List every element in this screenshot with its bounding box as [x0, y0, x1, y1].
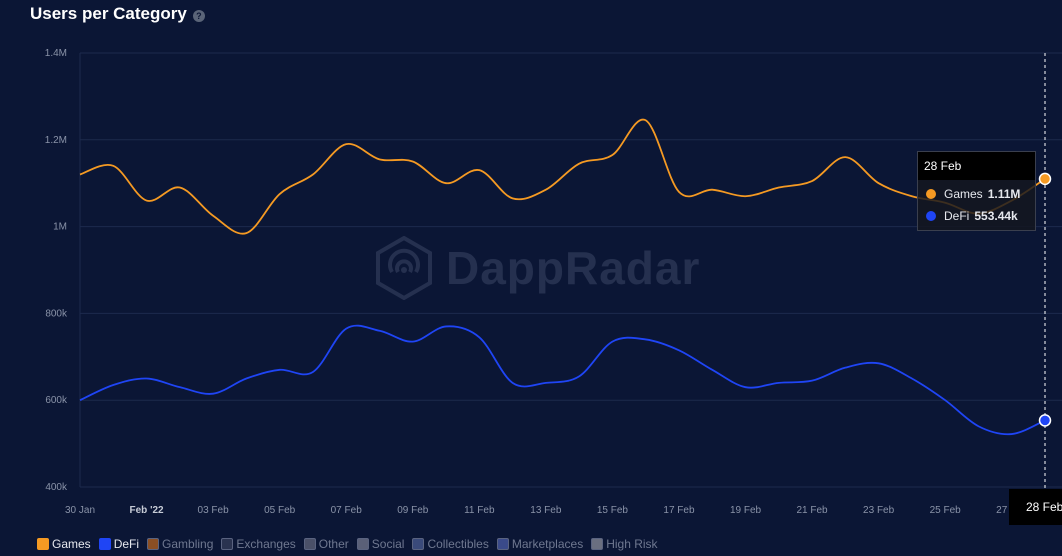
- question-circle-icon[interactable]: ?: [192, 9, 205, 22]
- tooltip-row-defi: DeFi 553.44k: [918, 205, 1035, 227]
- series-line-games: [79, 118, 1046, 235]
- legend-label: High Risk: [606, 537, 658, 551]
- x-tick-label: 13 Feb: [530, 505, 562, 516]
- legend-label: Games: [52, 537, 91, 551]
- legend-item-games[interactable]: Games: [37, 537, 91, 551]
- tooltip-series-name: Games: [944, 187, 983, 201]
- y-tick-label: 400k: [45, 482, 68, 493]
- legend-swatch: [303, 538, 316, 550]
- legend-item-collectibles[interactable]: Collectibles: [412, 537, 489, 551]
- legend-swatch: [221, 538, 234, 550]
- legend-swatch: [98, 538, 111, 550]
- x-tick-label: 07 Feb: [331, 505, 363, 516]
- legend-label: Exchanges: [236, 537, 296, 551]
- tooltip-series-value: 553.44k: [974, 209, 1018, 223]
- hover-point-defi[interactable]: [1038, 414, 1052, 427]
- crosshair-date-label: 28 Feb: [1009, 489, 1062, 525]
- legend-item-marketplaces[interactable]: Marketplaces: [496, 537, 584, 551]
- x-tick-label: 17 Feb: [663, 505, 695, 516]
- legend-item-other[interactable]: Other: [303, 537, 349, 551]
- x-tick-label: 19 Feb: [730, 505, 762, 516]
- legend-label: DeFi: [113, 537, 140, 551]
- y-tick-label: 1.4M: [45, 48, 67, 59]
- defi-dot-icon: [926, 211, 936, 221]
- y-axis: 400k 600k 800k 1M 1.2M 1.4M: [45, 48, 68, 493]
- legend-item-defi[interactable]: DeFi: [98, 537, 140, 551]
- legend-swatch: [356, 538, 369, 550]
- chart-series: [79, 118, 1046, 436]
- x-tick-label: 09 Feb: [397, 505, 429, 516]
- x-tick-label: 11 Feb: [464, 505, 495, 516]
- legend-swatch: [412, 538, 425, 550]
- legend-swatch: [147, 538, 160, 550]
- tooltip-row-games: Games 1.11M: [918, 183, 1035, 205]
- chart-title: Users per Category ?: [30, 4, 205, 24]
- legend-item-exchanges[interactable]: Exchanges: [221, 537, 296, 551]
- legend-swatch: [591, 538, 604, 550]
- x-tick-label: 30 Jan: [65, 505, 95, 516]
- x-tick-label: 15 Feb: [597, 505, 629, 516]
- legend-swatch: [37, 538, 49, 550]
- chart-grid: [79, 52, 1062, 488]
- legend-label: Social: [371, 537, 405, 551]
- legend-item-high-risk[interactable]: High Risk: [591, 537, 658, 551]
- tooltip-date: 28 Feb: [918, 152, 1035, 180]
- tooltip-series-value: 1.11M: [987, 187, 1021, 201]
- y-tick-label: 1.2M: [45, 135, 67, 146]
- legend-item-social[interactable]: Social: [356, 537, 405, 551]
- legend-label: Gambling: [162, 537, 214, 551]
- x-tick-label: 25 Feb: [930, 505, 962, 516]
- x-tick-label: 21 Feb: [796, 505, 828, 516]
- x-tick-label: 03 Feb: [198, 505, 230, 516]
- x-tick-label: Feb '22: [130, 505, 164, 516]
- chart-title-text: Users per Category: [30, 4, 187, 23]
- legend-label: Other: [318, 537, 349, 551]
- legend-swatch: [496, 538, 509, 550]
- legend-item-gambling[interactable]: Gambling: [147, 537, 213, 551]
- y-tick-label: 600k: [45, 395, 68, 406]
- x-tick-label: 05 Feb: [264, 505, 296, 516]
- y-tick-label: 800k: [45, 308, 68, 319]
- chart-overlay: [1038, 53, 1052, 525]
- x-tick-label: 23 Feb: [863, 505, 895, 516]
- hover-point-games[interactable]: [1038, 172, 1052, 186]
- tooltip-series-name: DeFi: [944, 209, 970, 223]
- series-line-defi: [79, 324, 1046, 436]
- games-dot-icon: [926, 189, 936, 199]
- legend-label: Collectibles: [427, 537, 489, 551]
- y-tick-label: 1M: [53, 222, 67, 233]
- chart-tooltip: 28 Feb Games 1.11M DeFi 553.44k: [917, 151, 1036, 231]
- x-axis: 30 Jan Feb '22 03 Feb 05 Feb 07 Feb 09 Feb 11 …: [65, 505, 1028, 516]
- legend-label: Marketplaces: [511, 537, 584, 551]
- chart-legend: Games DeFi Gambling Exchanges Other Social Col…: [37, 537, 658, 551]
